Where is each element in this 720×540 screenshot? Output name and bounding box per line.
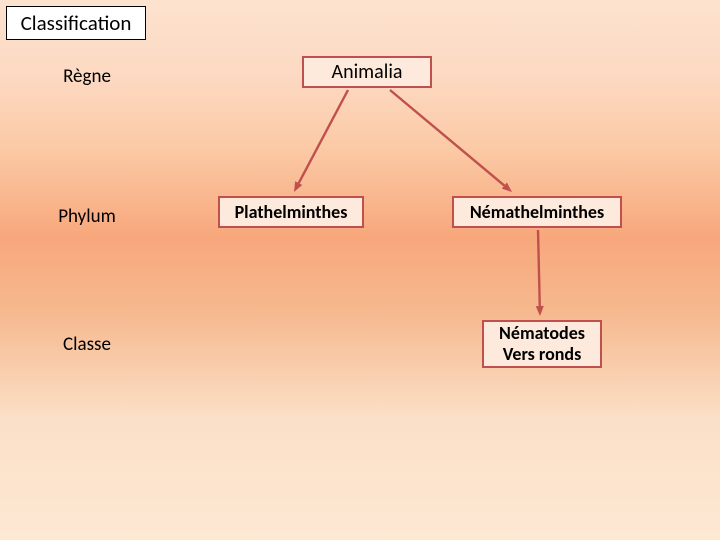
classification-title: Classification [21, 11, 132, 35]
node-animalia-text: Animalia [332, 61, 403, 84]
node-nematodes-text: Nématodes Vers ronds [499, 323, 585, 364]
label-phylum-text: Phylum [58, 206, 116, 228]
classification-title-box: Classification [6, 6, 146, 40]
node-plathelminthes: Plathelminthes [218, 196, 364, 228]
node-nemathelminthes-text: Némathelminthes [470, 202, 604, 223]
node-plathelminthes-text: Plathelminthes [235, 202, 348, 223]
label-regne: Règne [42, 62, 132, 92]
node-nematodes: Nématodes Vers ronds [482, 320, 602, 368]
label-classe-text: Classe [63, 334, 111, 356]
node-animalia: Animalia [302, 56, 432, 88]
label-regne-text: Règne [63, 66, 111, 88]
label-classe: Classe [42, 330, 132, 360]
node-nemathelminthes: Némathelminthes [452, 196, 622, 228]
label-phylum: Phylum [42, 202, 132, 232]
